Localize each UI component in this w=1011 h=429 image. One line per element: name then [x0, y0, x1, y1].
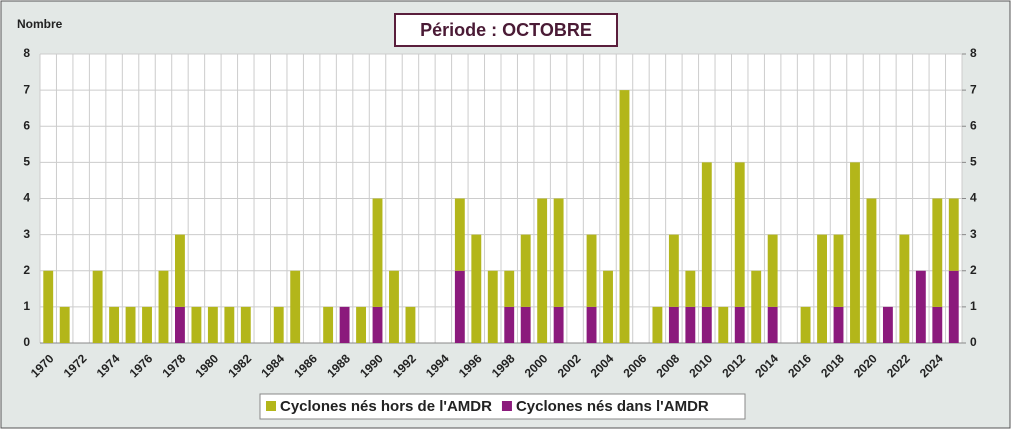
y-tick-label: 0 [23, 335, 30, 349]
bar-segment [405, 306, 416, 343]
y-tick-label: 3 [23, 227, 30, 241]
bar-segment [718, 306, 729, 343]
bar-segment [817, 234, 827, 343]
legend-swatch [266, 401, 276, 411]
bar-segment [273, 306, 284, 343]
bar-segment [389, 270, 399, 343]
bar-segment [833, 306, 844, 343]
y-tick-label: 7 [23, 82, 30, 96]
bar-segment [504, 270, 515, 307]
title-box [394, 13, 618, 47]
bar-segment [537, 198, 548, 343]
bar-segment [619, 90, 630, 343]
bar-segment [175, 306, 185, 343]
bar-segment [109, 306, 120, 343]
bar-segment [175, 234, 185, 307]
y2-tick-label: 4 [970, 191, 977, 205]
bar-segment [520, 306, 531, 343]
bar-segment [685, 270, 696, 307]
bar-segment [553, 306, 564, 343]
legend-label: Cyclones nés dans l'AMDR [516, 398, 709, 415]
bar-segment [915, 270, 926, 343]
y-tick-label: 2 [23, 263, 30, 277]
bar-segment [948, 198, 959, 271]
chart-title: Période : OCTOBRE [420, 20, 592, 40]
bar-segment [800, 306, 811, 343]
y2-tick-label: 1 [970, 299, 977, 313]
bar-segment [454, 270, 465, 343]
bar-segment [932, 306, 943, 343]
y2-tick-label: 8 [970, 46, 977, 60]
bar-segment [751, 270, 762, 343]
y-tick-label: 6 [23, 118, 30, 132]
bar-segment [323, 306, 334, 343]
bar-segment [356, 306, 366, 343]
y2-tick-label: 7 [970, 82, 977, 96]
bar-segment [125, 306, 136, 343]
bar-segment [685, 306, 696, 343]
bar-segment [652, 306, 663, 343]
bar-segment [850, 162, 860, 343]
y2-tick-label: 3 [970, 227, 977, 241]
bar-segment [372, 198, 383, 307]
bar-segment [92, 270, 103, 343]
bar-segment [932, 198, 943, 307]
bar-segment [767, 234, 778, 307]
bar-segment [586, 306, 597, 343]
bar-segment [504, 306, 515, 343]
bar-segment [586, 234, 597, 307]
bar-segment [43, 270, 54, 343]
bar-segment [833, 234, 844, 307]
bar-segment [734, 306, 745, 343]
legend-label: Cyclones nés hors de l'AMDR [280, 398, 492, 415]
bar-segment [866, 198, 877, 343]
bar-segment [668, 306, 679, 343]
bar-segment [701, 306, 712, 343]
bar-segment [603, 270, 613, 343]
bar-segment [520, 234, 531, 307]
bar-segment [372, 306, 383, 343]
y-tick-label: 8 [23, 46, 30, 60]
y2-tick-label: 0 [970, 335, 977, 349]
bar-segment [553, 198, 564, 307]
bar-segment [882, 306, 893, 343]
y2-tick-label: 5 [970, 155, 977, 169]
bar-segment [487, 270, 498, 343]
bar-segment [207, 306, 218, 343]
bar-segment [948, 270, 959, 343]
bar-segment [339, 306, 350, 343]
bar-segment [191, 306, 202, 343]
legend-swatch [501, 401, 512, 411]
bar-segment [454, 198, 465, 271]
bar-segment [701, 162, 712, 307]
bar-segment [290, 270, 301, 343]
bar-segment [59, 306, 70, 343]
bar-segment [158, 270, 169, 343]
bar-segment [899, 234, 910, 343]
y-tick-label: 4 [23, 191, 30, 205]
bar-segment [471, 234, 482, 343]
y2-tick-label: 6 [970, 118, 977, 132]
y-axis-label: Nombre [17, 17, 63, 31]
bar-segment [734, 162, 745, 307]
bar-segment [240, 306, 251, 343]
bar-segment [767, 306, 778, 343]
bar-segment [668, 234, 679, 307]
y-tick-label: 1 [23, 299, 30, 313]
bar-segment [142, 306, 152, 343]
y-tick-label: 5 [23, 155, 30, 169]
bar-segment [224, 306, 235, 343]
y2-tick-label: 2 [970, 263, 977, 277]
